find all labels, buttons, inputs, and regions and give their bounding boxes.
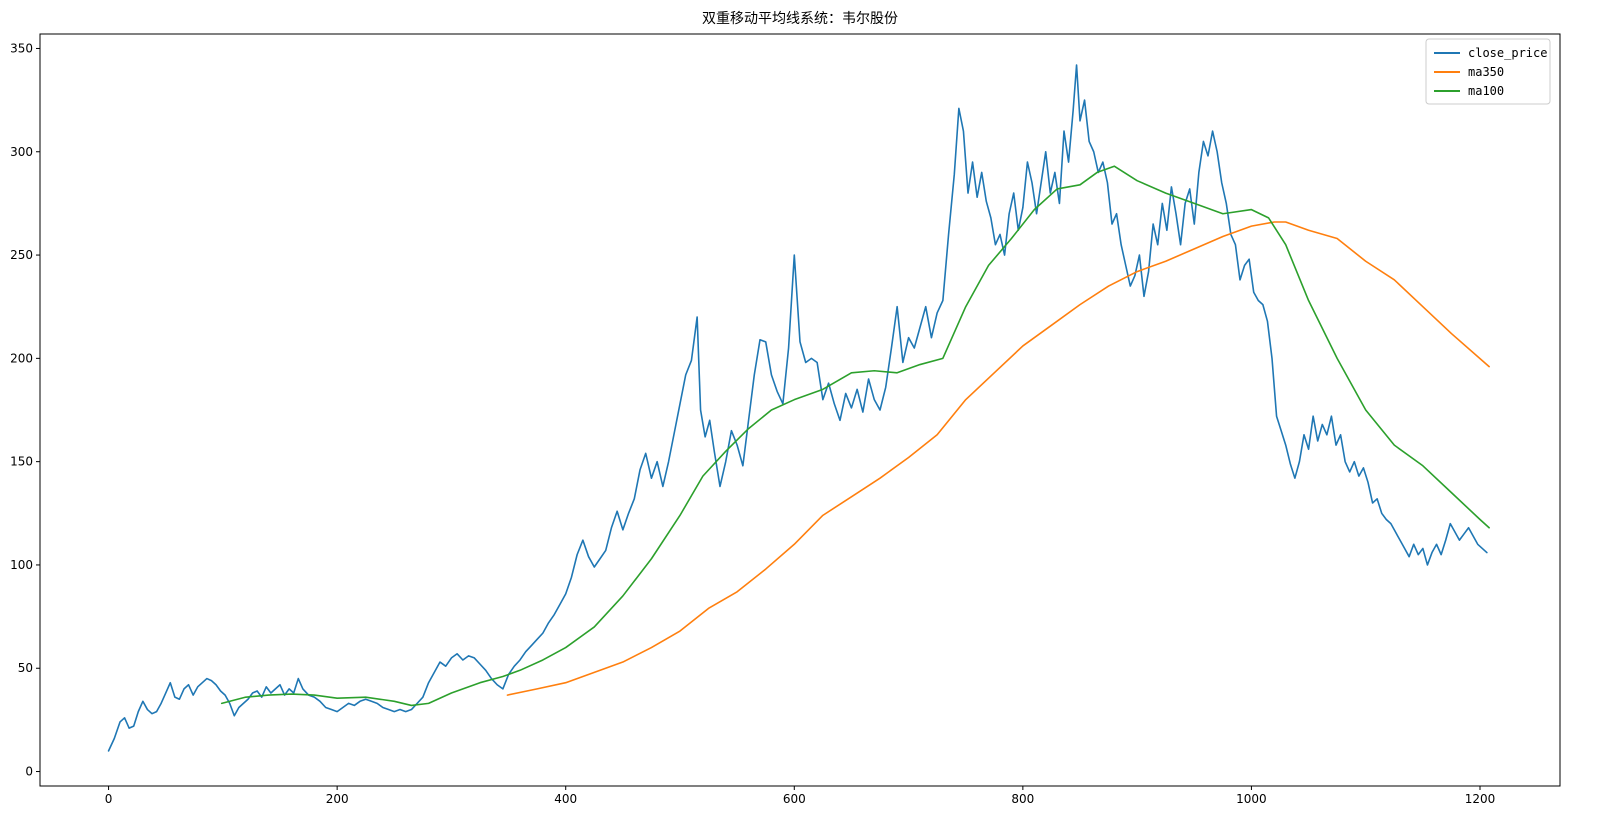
legend-entry-label: close_price [1468,46,1547,60]
series-line-close-price [107,64,1488,752]
x-tick-label: 200 [326,792,349,806]
y-tick-label: 100 [10,558,33,572]
x-tick-label: 400 [554,792,577,806]
legend: close_price ma350 ma100 [1425,38,1551,105]
y-tick-label: 300 [10,145,33,159]
y-axis: 0 50 100 150 200 250 300 350 [10,41,40,779]
x-tick-label: 1000 [1236,792,1267,806]
legend-entry-label: ma100 [1468,84,1504,98]
plot-lines [107,64,1490,752]
y-tick-label: 50 [18,661,33,675]
y-tick-label: 0 [25,765,33,779]
axes-frame [39,33,1561,787]
chart-title: 双重移动平均线系统：韦尔股份 [702,11,898,27]
legend-box [1425,38,1551,105]
x-axis: 0 200 400 600 800 1000 1200 [105,786,1496,806]
y-tick-label: 150 [10,455,33,469]
x-tick-label: 800 [1011,792,1034,806]
x-tick-label: 600 [783,792,806,806]
y-tick-label: 200 [10,351,33,365]
legend-entry-label: ma350 [1468,65,1504,79]
y-tick-label: 250 [10,248,33,262]
x-tick-label: 0 [105,792,113,806]
x-tick-label: 1200 [1465,792,1496,806]
series-line-ma100 [220,165,1490,707]
y-tick-label: 350 [10,41,33,55]
series-line-ma350 [506,221,1490,696]
